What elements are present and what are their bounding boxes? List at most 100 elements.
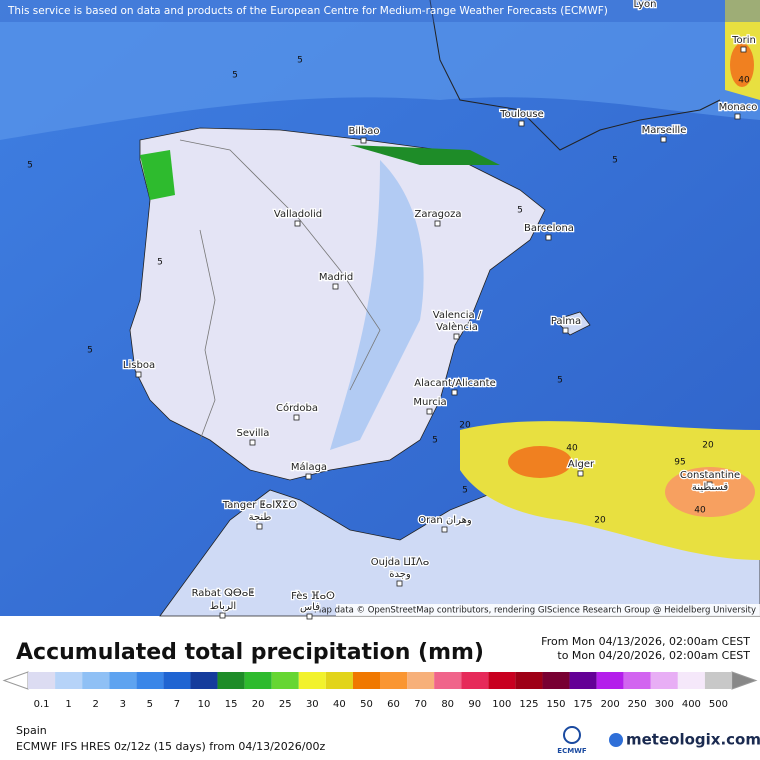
precip-band [0, 0, 760, 140]
colorbar-swatch [461, 672, 489, 689]
precip-max [665, 467, 755, 517]
ecmwf-icon [563, 726, 581, 744]
contour-label: 5 [27, 161, 33, 171]
precip-patch [140, 150, 175, 200]
header-bg [0, 0, 760, 22]
colorbar-label: 200 [601, 699, 620, 710]
contour-label: 20 [459, 421, 471, 431]
colorbar-label: 300 [655, 699, 674, 710]
city-label: Fès ⴼⴰⵙ [291, 590, 335, 602]
colorbar-swatch [244, 672, 272, 689]
city-label: وجدة [389, 569, 411, 580]
city-label: Constantine [680, 470, 740, 481]
contour-label: 5 [612, 156, 618, 166]
colorbar-label: 5 [147, 699, 153, 710]
contour-label: 20 [594, 516, 606, 526]
colorbar-label: 7 [174, 699, 180, 710]
period-to: to Mon 04/20/2026, 02:00am CEST [557, 649, 750, 662]
colorbar-label: 10 [198, 699, 211, 710]
city-label: Málaga [291, 461, 327, 473]
attribution-bg [336, 604, 760, 616]
contour-label: 5 [297, 56, 303, 66]
city-label: Madrid [319, 272, 353, 283]
city-marker [577, 470, 584, 477]
colorbar-swatch [650, 672, 678, 689]
colorbar-label: 20 [252, 699, 265, 710]
colorbar-label: 15 [225, 699, 238, 710]
city-marker [426, 408, 433, 415]
city-label: Oujda ⵡⵊⴷⴰ [371, 557, 430, 568]
city-marker [740, 46, 747, 53]
colorbar-label: 90 [468, 699, 481, 710]
colorbar-label: 2 [93, 699, 99, 710]
colorbar-swatch [704, 672, 732, 689]
colorbar-swatch [271, 672, 299, 689]
colorbar-swatch [82, 672, 110, 689]
colorbar-label: 50 [360, 699, 373, 710]
header-note: This service is based on data and produc… [7, 5, 608, 17]
brand: meteologix.com [626, 731, 760, 749]
city-marker [562, 327, 569, 334]
border [429, 0, 721, 151]
contour-label: 40 [738, 76, 750, 86]
city-label: Alacant/Alicante [414, 378, 495, 389]
city-marker [135, 371, 142, 378]
city-marker [305, 473, 312, 480]
city-label: Palma [551, 316, 581, 327]
city-marker [453, 333, 460, 340]
colorbar-swatch [569, 672, 597, 689]
contour-label: 5 [232, 71, 238, 81]
city-label: Toulouse [499, 109, 543, 120]
city-label: Valladolid [274, 209, 322, 220]
city-marker [360, 137, 367, 144]
city-label: Marseille [642, 125, 687, 136]
brand-icon [609, 733, 623, 747]
colorbar-swatch [596, 672, 624, 689]
colorbar-label: 100 [492, 699, 511, 710]
city-marker [293, 414, 300, 421]
colorbar-swatch [352, 672, 380, 689]
city-label: طنجة [249, 512, 272, 523]
contour-label: 5 [432, 436, 438, 446]
city-marker [306, 613, 313, 620]
precip-max [508, 446, 572, 478]
colorbar-arrow-right [731, 671, 758, 690]
contour-label: 5 [157, 258, 163, 268]
city-marker [332, 283, 339, 290]
colorbar-swatch [623, 672, 651, 689]
colorbar-swatch [217, 672, 245, 689]
colorbar-swatch [109, 672, 137, 689]
colorbar-swatch [136, 672, 164, 689]
city-label: Torin [731, 35, 756, 46]
city-marker [249, 439, 256, 446]
colorbar-label: 0.1 [34, 699, 50, 710]
city-label: Alger [568, 459, 595, 470]
colorbar: 0.1 1 2 3 5 7 10 15 20 25 30 40 50 60 70 80 90 100 125 150 1… [2, 671, 758, 710]
colorbar-label: 60 [387, 699, 400, 710]
city-label: Bilbao [348, 126, 379, 137]
city-label: València [436, 321, 478, 333]
city-marker [219, 612, 226, 619]
colorbar-label: 40 [333, 699, 346, 710]
city-label: الرباط [210, 601, 236, 612]
colorbar-swatch [542, 672, 570, 689]
colorbar-swatch [325, 672, 353, 689]
city-label: Sevilla [237, 428, 270, 439]
colorbar-label: 70 [414, 699, 427, 710]
colorbar-label: 175 [574, 699, 593, 710]
region: Spain [16, 724, 47, 737]
city-marker [441, 526, 448, 533]
city-label: Murcia [413, 397, 446, 408]
colorbar-swatch [55, 672, 83, 689]
city-marker [396, 580, 403, 587]
city-label: Lyon [633, 0, 656, 10]
city-label: Zaragoza [414, 209, 461, 220]
colorbar-swatch [434, 672, 462, 689]
colorbar-swatch [407, 672, 435, 689]
city-label: فاس [300, 602, 320, 613]
colorbar-label: 3 [120, 699, 126, 710]
city-marker [734, 113, 741, 120]
contour-label: 5 [87, 346, 93, 356]
city-marker [434, 220, 441, 227]
